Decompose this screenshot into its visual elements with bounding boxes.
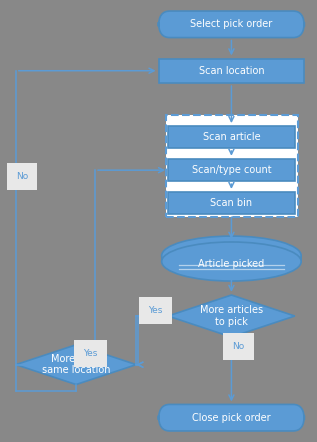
Text: Scan location: Scan location: [198, 66, 264, 76]
Bar: [168, 159, 295, 181]
Ellipse shape: [162, 236, 301, 275]
Ellipse shape: [162, 242, 301, 281]
Polygon shape: [168, 295, 295, 337]
Text: More articles
to pick: More articles to pick: [200, 305, 263, 327]
Text: Article picked: Article picked: [198, 259, 264, 269]
Bar: [158, 58, 304, 83]
Bar: [168, 126, 295, 148]
Text: Yes: Yes: [83, 349, 98, 358]
Text: No: No: [16, 172, 28, 181]
Bar: [162, 255, 301, 262]
Text: Close pick order: Close pick order: [192, 413, 271, 423]
Text: Yes: Yes: [148, 306, 163, 315]
FancyBboxPatch shape: [158, 404, 304, 431]
Text: More from
same location: More from same location: [42, 354, 110, 375]
Bar: [166, 115, 298, 217]
FancyBboxPatch shape: [158, 11, 304, 38]
Bar: [168, 192, 295, 214]
Text: No: No: [232, 343, 244, 351]
Text: Select pick order: Select pick order: [190, 19, 273, 29]
Polygon shape: [16, 345, 136, 385]
Text: Scan article: Scan article: [203, 132, 260, 142]
Text: Scan/type count: Scan/type count: [191, 165, 271, 175]
Text: Scan bin: Scan bin: [210, 198, 252, 208]
